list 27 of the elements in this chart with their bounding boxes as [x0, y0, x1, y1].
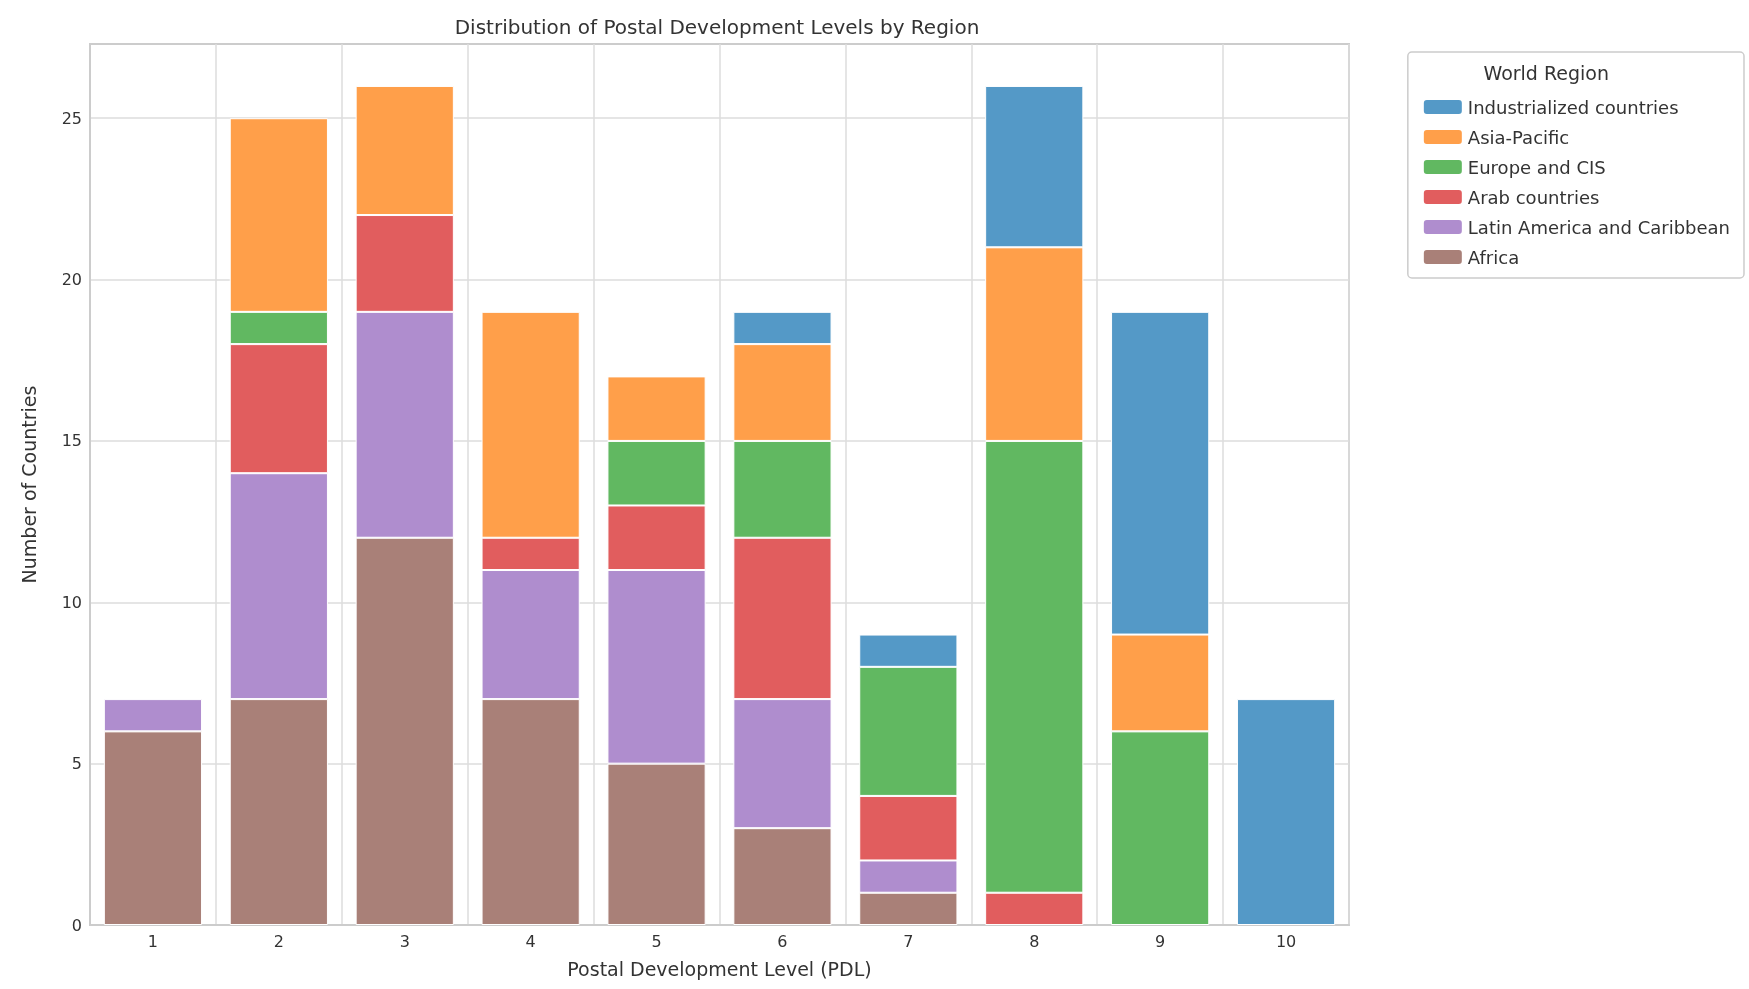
chart-title: Distribution of Postal Development Levels by Region	[454, 15, 980, 39]
y-tick-label: 25	[61, 108, 82, 128]
y-tick-label: 5	[71, 754, 82, 774]
x-tick-label: 7	[903, 931, 914, 951]
legend-label: Industrialized countries	[1467, 96, 1679, 118]
bar	[1236, 699, 1336, 925]
x-tick-label: 5	[651, 931, 662, 951]
legend-label: Europe and CIS	[1467, 156, 1606, 178]
y-tick-label: 10	[61, 592, 82, 612]
legend-label: Latin America and Caribbean	[1467, 216, 1730, 238]
x-tick-label: 10	[1275, 931, 1297, 951]
y-axis-title: Number of Countries	[17, 385, 40, 584]
legend-label: Arab countries	[1467, 186, 1600, 208]
x-tick-label: 6	[777, 931, 788, 951]
legend-label: Asia-Pacific	[1467, 126, 1570, 148]
legend-title: World Region	[1483, 61, 1610, 84]
x-axis-title: Postal Development Level (PDL)	[567, 957, 872, 980]
x-tick-label: 1	[147, 931, 159, 951]
y-tick-label: 20	[61, 270, 82, 290]
x-tick-label: 9	[1155, 931, 1166, 951]
x-tick-label: 8	[1029, 931, 1040, 951]
x-tick-label: 2	[273, 931, 284, 951]
y-tick-label: 15	[61, 431, 82, 451]
legend-label: Africa	[1467, 246, 1520, 268]
x-tick-label: 4	[525, 931, 536, 951]
y-tick-label: 0	[71, 915, 82, 935]
x-tick-label: 3	[399, 931, 410, 951]
